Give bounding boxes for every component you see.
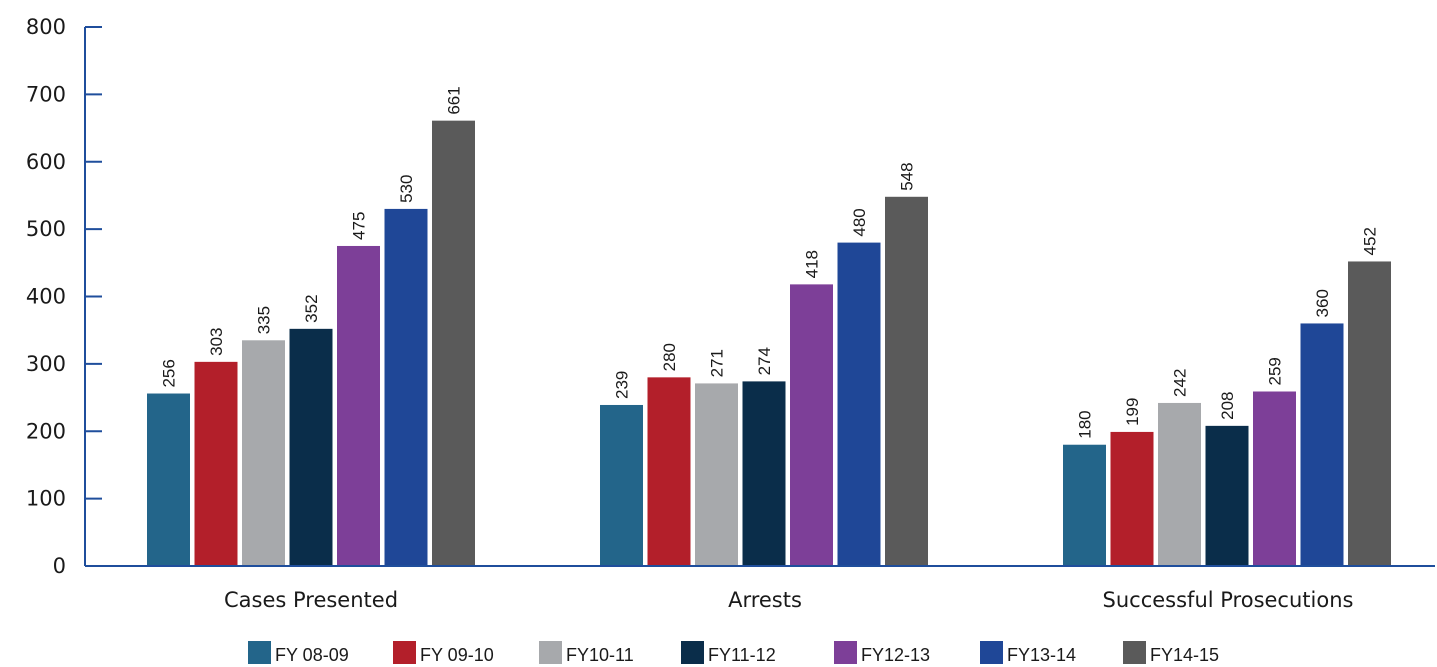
data-label: 352: [302, 294, 321, 322]
bar: [790, 284, 833, 566]
legend-label: FY10-11: [566, 645, 634, 665]
data-label: 475: [350, 212, 369, 240]
y-tick-label: 0: [53, 554, 66, 578]
category-label: Arrests: [728, 588, 802, 612]
bar: [1063, 444, 1106, 566]
data-label: 208: [1218, 391, 1237, 419]
data-label: 530: [397, 175, 416, 203]
bar: [1348, 261, 1391, 566]
x-axis: Cases Presented Arrests Successful Prosecu…: [85, 565, 1435, 612]
bar: [837, 242, 881, 566]
y-tick-label: 300: [26, 352, 66, 376]
legend-label: FY14-15: [1150, 645, 1219, 665]
legend-label: FY 08-09: [275, 645, 349, 665]
data-label: 271: [708, 349, 727, 377]
bar: [647, 377, 691, 566]
data-label: 661: [445, 86, 464, 114]
bar: [147, 393, 190, 566]
legend-swatch: [980, 641, 1003, 664]
bar: [1253, 391, 1296, 566]
y-tick-label: 200: [26, 419, 66, 443]
bar: [384, 208, 428, 566]
bar: [742, 381, 786, 566]
category-label: Successful Prosecutions: [1103, 588, 1354, 612]
legend-swatch: [393, 641, 416, 664]
data-label: 303: [207, 327, 226, 355]
data-label: 180: [1076, 410, 1095, 438]
bar: [600, 404, 643, 566]
y-tick-label: 500: [26, 217, 66, 241]
bar: [242, 340, 285, 566]
legend-label: FY12-13: [861, 645, 930, 665]
legend-swatch: [248, 641, 271, 664]
bar: [695, 383, 738, 566]
y-tick-label: 100: [26, 487, 66, 511]
data-label: 256: [160, 359, 179, 387]
legend-label: FY11-12: [708, 645, 776, 665]
bar: [194, 361, 238, 566]
data-label: 480: [850, 208, 869, 236]
bar: [432, 120, 475, 567]
legend-label: FY13-14: [1007, 645, 1076, 665]
bar: [289, 328, 333, 566]
data-label: 418: [803, 250, 822, 278]
data-label: 199: [1123, 398, 1142, 426]
y-tick-label: 600: [26, 150, 66, 174]
legend-swatch: [539, 641, 562, 664]
bar: [1110, 431, 1154, 566]
y-tick-label: 400: [26, 285, 66, 309]
data-label: 239: [613, 371, 632, 399]
data-label: 259: [1266, 357, 1285, 385]
bars: 256 303 335 352 475 530 661 239 280 271 274 418 480 5…: [147, 86, 1391, 567]
legend-swatch: [834, 641, 857, 664]
y-tick-label: 800: [26, 15, 66, 39]
bar: [1300, 323, 1344, 566]
data-label: 548: [898, 162, 917, 190]
data-label: 280: [660, 343, 679, 371]
data-label: 360: [1313, 289, 1332, 317]
y-tick-label: 700: [26, 82, 66, 106]
bar: [1205, 425, 1249, 566]
bar: [1158, 402, 1201, 566]
data-label: 335: [255, 306, 274, 334]
category-label: Cases Presented: [224, 588, 398, 612]
data-label: 274: [755, 347, 774, 375]
legend-swatch: [681, 641, 704, 664]
bar: [337, 245, 380, 566]
data-label: 452: [1361, 227, 1380, 255]
legend-label: FY 09-10: [420, 645, 494, 665]
y-axis: 0 100 200 300 400 500 600 700 800: [26, 15, 102, 578]
data-label: 242: [1171, 369, 1190, 397]
bar: [885, 196, 928, 566]
legend-swatch: [1123, 641, 1146, 664]
legend: FY 08-09 FY 09-10 FY10-11 FY11-12 FY12-13 FY1…: [248, 641, 1219, 665]
